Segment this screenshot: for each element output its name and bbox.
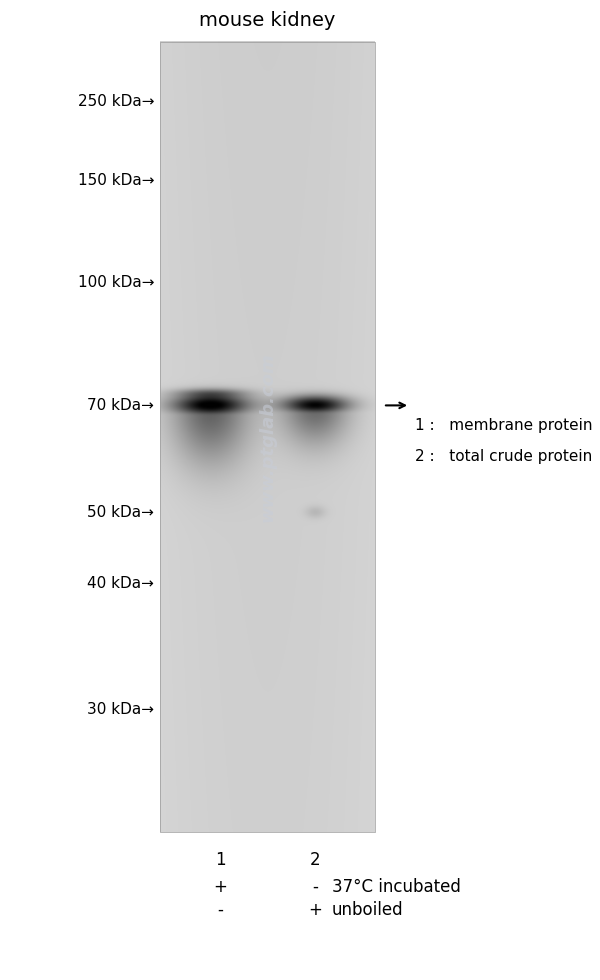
Text: 100 kDa→: 100 kDa→: [77, 275, 154, 290]
Text: unboiled: unboiled: [332, 901, 404, 919]
Text: 1: 1: [215, 851, 226, 869]
Text: 70 kDa→: 70 kDa→: [87, 398, 154, 413]
Text: 150 kDa→: 150 kDa→: [77, 172, 154, 188]
Text: -: -: [312, 878, 318, 896]
Text: 2: 2: [310, 851, 320, 869]
Text: 37°C incubated: 37°C incubated: [332, 878, 461, 896]
Bar: [160, 42, 375, 832]
Text: mouse kidney: mouse kidney: [199, 11, 335, 30]
Text: +: +: [213, 878, 227, 896]
Text: 30 kDa→: 30 kDa→: [87, 702, 154, 717]
Text: 1 :   membrane protein: 1 : membrane protein: [415, 417, 593, 432]
Text: 40 kDa→: 40 kDa→: [87, 575, 154, 591]
Text: 250 kDa→: 250 kDa→: [77, 94, 154, 109]
Text: 2 :   total crude protein: 2 : total crude protein: [415, 449, 592, 465]
Text: -: -: [217, 901, 223, 919]
Text: 50 kDa→: 50 kDa→: [87, 505, 154, 519]
Text: www.ptglab.com: www.ptglab.com: [259, 352, 277, 522]
Text: +: +: [308, 901, 322, 919]
